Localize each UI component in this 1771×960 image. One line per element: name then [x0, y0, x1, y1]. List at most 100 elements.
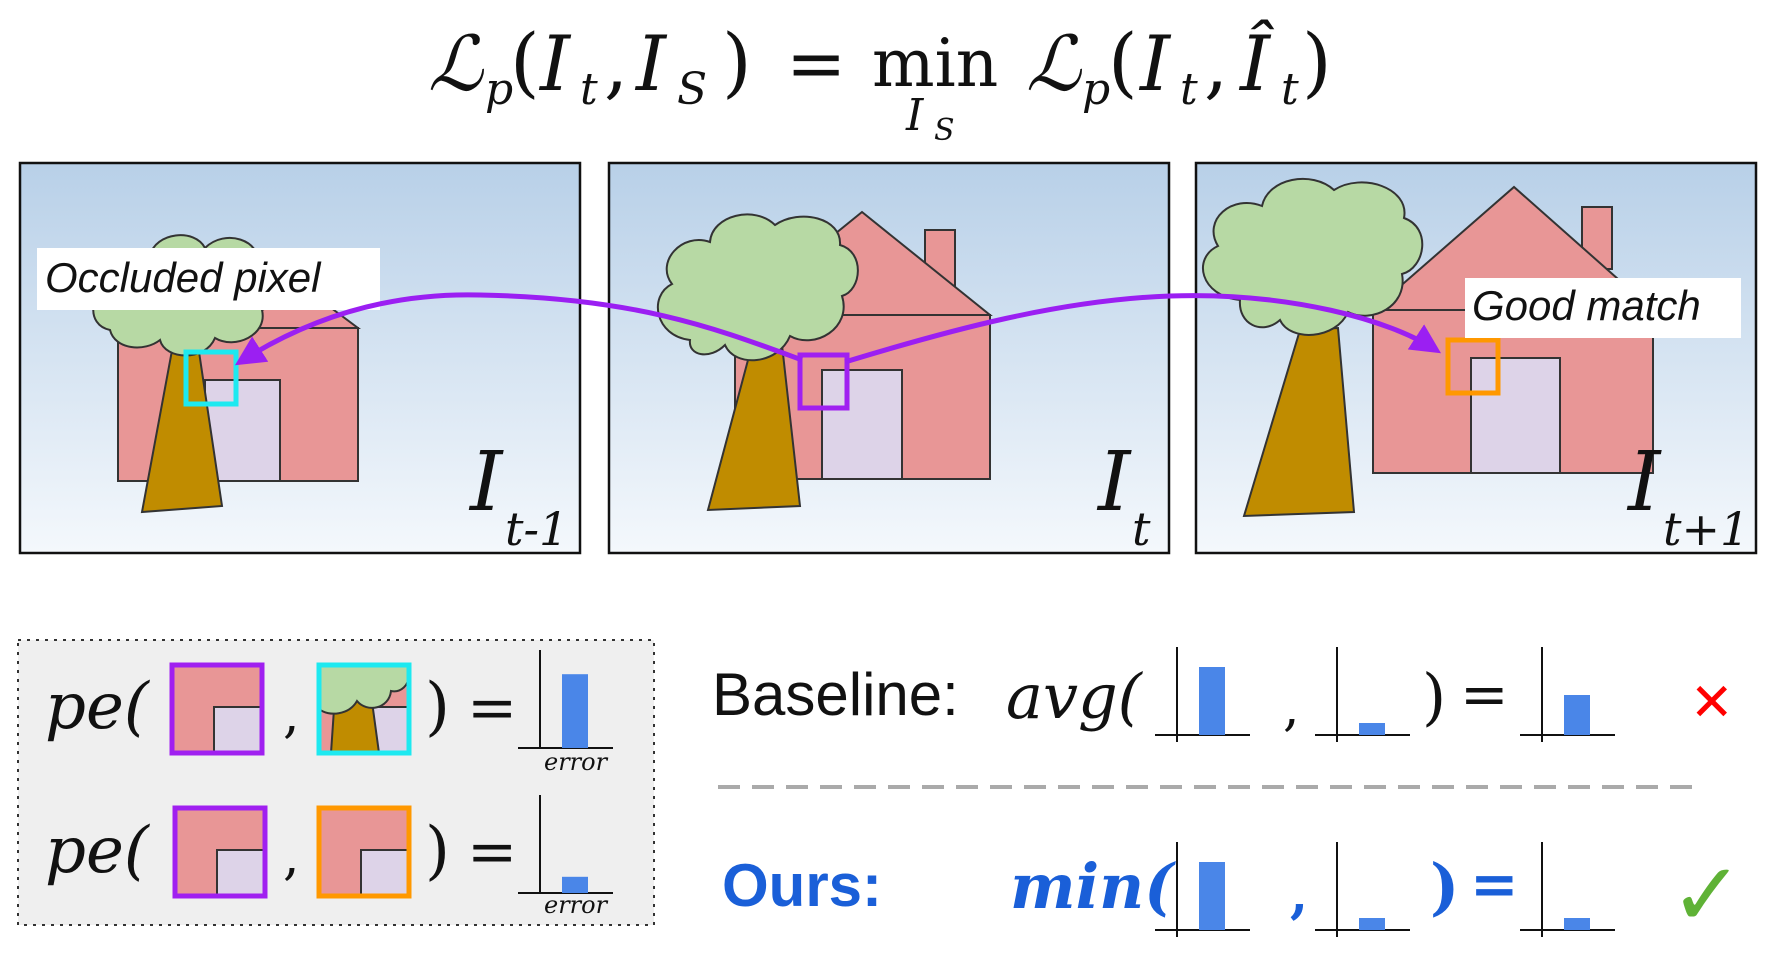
formula-lhs-close: ) — [722, 17, 752, 106]
baseline-label: Baseline: — [712, 661, 959, 728]
error-axis-label: error — [544, 748, 609, 776]
patch-border — [316, 805, 412, 899]
formula-lhs-symbol: ℒ — [428, 19, 485, 108]
formula-rhs-sub: p — [1082, 64, 1110, 115]
frame-t-minus-1: Occluded pixel I t-1 — [18, 161, 582, 556]
tree-foliage — [1202, 177, 1424, 336]
equals-row2: = — [467, 817, 517, 887]
formula-min-under: I — [905, 90, 925, 141]
error-bar — [1359, 918, 1385, 930]
pe-open-row2: pe( — [45, 814, 151, 888]
patch-door — [360, 849, 410, 897]
house-door — [821, 369, 903, 480]
error-bar — [1564, 918, 1590, 930]
formula-rhs-comma: , — [1204, 19, 1228, 108]
ours-equals: = — [1470, 850, 1519, 918]
formula-lhs-sub: p — [485, 64, 513, 115]
error-bar — [1359, 723, 1385, 735]
frame-label-sub: t-1 — [505, 502, 568, 556]
occluded-callout-bg — [37, 248, 380, 310]
frame-label-sub: t — [1132, 502, 1151, 556]
good-match-callout-bg — [1465, 278, 1741, 338]
loss-formula: ℒ p ( I t , I S ) = min I S ℒ p ( I t , … — [428, 17, 1332, 148]
formula-lhs-comma: , — [604, 19, 628, 108]
formula-rhs-symbol: ℒ — [1026, 19, 1083, 108]
error-chart-row1: error — [518, 650, 613, 776]
error-axis-label: error — [544, 891, 609, 919]
ours-comma: , — [1290, 864, 1308, 925]
patch-door — [213, 706, 263, 754]
formula-lhs-I2: I — [634, 19, 668, 108]
formula-min-word: min — [872, 25, 998, 102]
frame-t-plus-1: Good match I t+1 — [1194, 161, 1758, 556]
baseline-input-chart-1 — [1155, 647, 1250, 742]
frame-label-sub: t+1 — [1663, 502, 1749, 556]
close-row2: ) — [425, 814, 450, 888]
formula-lhs-I1: I — [538, 19, 572, 108]
ours-ok-mark: ✓ — [1670, 843, 1744, 946]
formula-rhs-I2: Î — [1238, 18, 1275, 108]
baseline-close: ) — [1422, 660, 1446, 733]
error-bar — [1199, 862, 1225, 930]
ours-input-chart-1 — [1155, 842, 1250, 937]
baseline-op: avg( — [1006, 660, 1144, 733]
error-bar — [562, 876, 588, 893]
patch-border — [169, 662, 265, 756]
pe-open-row1: pe( — [45, 670, 151, 744]
formula-lhs-I2-sub: S — [677, 64, 707, 115]
baseline-comma: , — [1283, 678, 1300, 738]
tree-foliage — [656, 213, 859, 362]
comma-row1: , — [283, 685, 300, 745]
target-pixel-box — [797, 352, 850, 411]
comma-row2: , — [283, 827, 300, 887]
patch-target-row1 — [169, 662, 265, 756]
formula-rhs-I1-sub: t — [1180, 64, 1198, 115]
good-match-box — [1445, 337, 1501, 396]
formula-equals: = — [786, 21, 846, 105]
baseline-equals: = — [1460, 660, 1509, 728]
formula-lhs-open: ( — [510, 17, 540, 106]
arrow-to-previous-frame — [234, 292, 803, 366]
occluded-callout: Occluded pixel — [45, 254, 322, 301]
formula-min-under-sub: S — [934, 113, 955, 148]
formula-rhs-I1: I — [1138, 19, 1172, 108]
baseline-fail-mark: ✕ — [1690, 673, 1734, 733]
patch-border — [316, 662, 412, 756]
ours-op: min( — [1010, 850, 1176, 923]
frame-label-main: I — [1096, 435, 1132, 530]
patch-match-row2 — [316, 805, 412, 899]
formula-lhs-I1-sub: t — [580, 64, 598, 115]
patch-occluded-row1 — [316, 662, 412, 756]
photometric-error-panel: pe( , ) = error pe( , — [17, 639, 655, 926]
close-row1: ) — [425, 670, 450, 744]
baseline-input-chart-2 — [1315, 647, 1410, 742]
formula-rhs-I2-sub: t — [1281, 64, 1299, 115]
error-bar — [562, 674, 588, 748]
arrow-to-next-frame — [844, 293, 1442, 365]
ours-input-chart-2 — [1315, 842, 1410, 937]
house-door — [1470, 357, 1561, 474]
error-bar — [1564, 695, 1590, 735]
ours-close: ) — [1430, 850, 1459, 923]
frame-label-main: I — [1626, 435, 1662, 530]
frame-t: I t — [607, 161, 1171, 556]
error-chart-row2: error — [518, 795, 613, 919]
patch-border — [172, 805, 268, 899]
good-match-callout: Good match — [1472, 282, 1701, 329]
tree-illustration — [656, 213, 859, 512]
patch-door — [216, 849, 266, 897]
frame-label-main: I — [468, 435, 504, 530]
formula-rhs-open: ( — [1108, 17, 1138, 106]
house-chimney — [1581, 206, 1613, 270]
occluded-pixel-box — [183, 349, 239, 407]
ours-result-chart — [1520, 842, 1615, 937]
error-bar — [1199, 667, 1225, 735]
baseline-result-chart — [1520, 647, 1615, 742]
formula-rhs-close: ) — [1302, 17, 1332, 106]
equals-row1: = — [467, 673, 517, 743]
aggregation-comparison: Baseline: avg( , ) = ✕ Ours: min( — [712, 647, 1744, 946]
tree-illustration — [1202, 177, 1424, 518]
patch-target-row2 — [172, 805, 268, 899]
ours-label: Ours: — [722, 852, 882, 919]
